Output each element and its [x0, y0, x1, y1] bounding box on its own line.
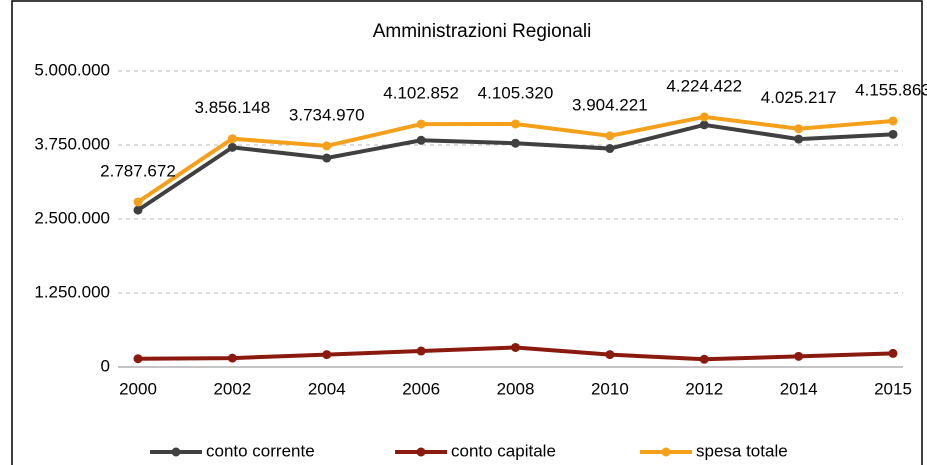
chart-title: Amministrazioni Regionali	[373, 21, 592, 42]
data-point	[888, 116, 898, 126]
data-label: 4.155.863	[855, 80, 927, 99]
x-tick-label: 2014	[780, 379, 818, 398]
y-tick-label: 1.250.000	[34, 282, 110, 301]
data-point	[133, 354, 143, 364]
data-label: 3.856.148	[195, 98, 271, 117]
data-label: 3.904.221	[572, 95, 648, 114]
data-point	[794, 351, 804, 361]
x-tick-label: 2004	[308, 379, 346, 398]
data-label: 3.734.970	[289, 105, 365, 124]
x-tick-label: 2002	[213, 379, 251, 398]
y-tick-label: 3.750.000	[34, 134, 110, 153]
data-point	[888, 348, 898, 358]
data-point	[699, 120, 709, 130]
data-point	[605, 144, 615, 154]
data-point	[794, 134, 804, 144]
x-tick-label: 2012	[685, 379, 723, 398]
x-tick-label: 2008	[497, 379, 535, 398]
data-point	[133, 197, 143, 207]
x-tick-label: 2010	[591, 379, 629, 398]
data-point	[511, 342, 520, 352]
data-point	[888, 129, 898, 139]
legend-label: conto corrente	[206, 441, 315, 460]
data-point	[699, 112, 709, 122]
data-label: 4.025.217	[761, 88, 837, 107]
data-point	[699, 354, 709, 364]
data-point	[605, 350, 615, 360]
data-label: 4.105.320	[478, 83, 554, 102]
data-label: 4.224.422	[666, 76, 742, 95]
y-tick-label: 0	[101, 356, 110, 375]
y-tick-label: 2.500.000	[34, 208, 110, 227]
data-point	[133, 205, 143, 215]
data-point	[227, 142, 237, 152]
y-tick-label: 5.000.000	[34, 60, 110, 79]
x-tick-label: 2006	[402, 379, 440, 398]
x-tick-label: 2000	[119, 379, 157, 398]
data-point	[227, 353, 237, 363]
data-point	[605, 131, 615, 141]
data-point	[511, 138, 520, 148]
legend-label: spesa totale	[696, 441, 788, 460]
chart-border	[11, 0, 923, 465]
data-point	[322, 141, 332, 151]
data-label: 2.787.672	[100, 161, 176, 180]
x-tick-label: 2015	[874, 379, 912, 398]
legend-marker	[661, 447, 671, 457]
legend-label: conto capitale	[451, 441, 556, 460]
data-point	[322, 153, 332, 163]
data-point	[322, 350, 332, 360]
data-label: 4.102.852	[383, 84, 459, 103]
data-point	[416, 119, 426, 129]
data-point	[511, 119, 520, 129]
legend-marker	[171, 447, 181, 457]
data-point	[227, 134, 237, 144]
legend-marker	[416, 447, 426, 457]
data-point	[416, 346, 426, 356]
data-point	[794, 124, 804, 134]
data-point	[416, 135, 426, 145]
